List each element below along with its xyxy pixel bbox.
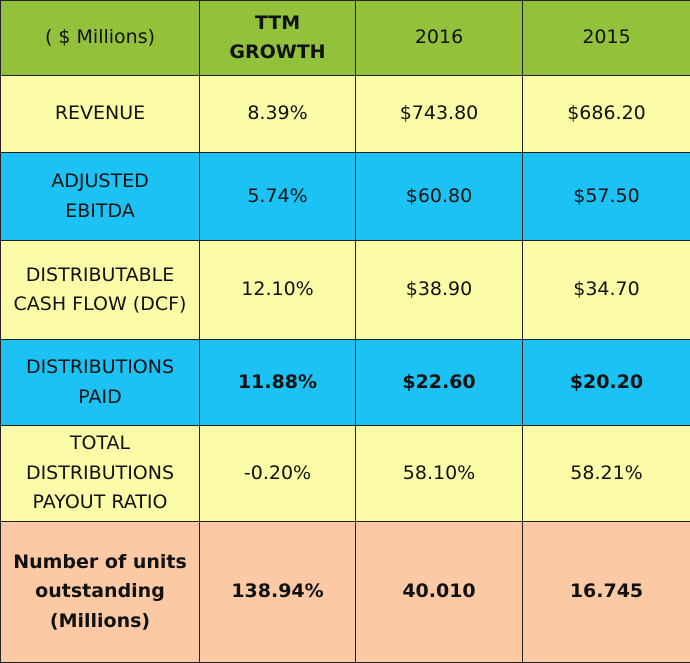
cell-2016: $38.90	[356, 241, 523, 340]
row-label: DISTRIBUTABLE CASH FLOW (DCF)	[1, 241, 200, 340]
cell-2015: $686.20	[523, 76, 690, 153]
row-label: REVENUE	[1, 76, 200, 153]
cell-2016: 40.010	[356, 522, 523, 663]
row-label: Number of units outstanding (Millions)	[1, 522, 200, 663]
row-units-outstanding: Number of units outstanding (Millions) 1…	[1, 522, 690, 663]
header-2016: 2016	[356, 1, 523, 76]
cell-2015: 16.745	[523, 522, 690, 663]
row-label-line: PAID	[3, 383, 197, 412]
row-adjusted-ebitda: ADJUSTED EBITDA 5.74% $60.80 $57.50	[1, 153, 690, 241]
cell-ttm-growth: -0.20%	[200, 426, 356, 522]
cell-2016: $60.80	[356, 153, 523, 241]
row-total-distributions-payout-ratio: TOTAL DISTRIBUTIONS PAYOUT RATIO -0.20% …	[1, 426, 690, 522]
row-label: ADJUSTED EBITDA	[1, 153, 200, 241]
cell-ttm-growth: 5.74%	[200, 153, 356, 241]
row-label-line: outstanding	[3, 577, 197, 606]
cell-ttm-growth: 8.39%	[200, 76, 356, 153]
row-label: TOTAL DISTRIBUTIONS PAYOUT RATIO	[1, 426, 200, 522]
cell-ttm-growth: 138.94%	[200, 522, 356, 663]
header-ttm-line2: GROWTH	[202, 38, 353, 67]
cell-2015: $20.20	[523, 340, 690, 426]
row-label-line: DISTRIBUTIONS	[3, 459, 197, 488]
cell-ttm-growth: 12.10%	[200, 241, 356, 340]
row-label-line: Number of units	[3, 548, 197, 577]
cell-2015: $34.70	[523, 241, 690, 340]
row-label-line: CASH FLOW (DCF)	[3, 290, 197, 319]
row-label-line: DISTRIBUTABLE	[3, 261, 197, 290]
header-row: ( $ Millions) TTM GROWTH 2016 2015	[1, 1, 690, 76]
row-distributions-paid: DISTRIBUTIONS PAID 11.88% $22.60 $20.20	[1, 340, 690, 426]
row-label-line: (Millions)	[3, 607, 197, 636]
cell-2016: 58.10%	[356, 426, 523, 522]
row-label-line: ADJUSTED	[3, 167, 197, 196]
row-label-line: TOTAL	[3, 429, 197, 458]
header-units: ( $ Millions)	[1, 1, 200, 76]
row-label-line: DISTRIBUTIONS	[3, 353, 197, 382]
header-2015: 2015	[523, 1, 690, 76]
row-label-line: REVENUE	[3, 99, 197, 128]
row-label-line: PAYOUT RATIO	[3, 488, 197, 517]
cell-2016: $743.80	[356, 76, 523, 153]
header-ttm-growth: TTM GROWTH	[200, 1, 356, 76]
cell-ttm-growth: 11.88%	[200, 340, 356, 426]
cell-2015: 58.21%	[523, 426, 690, 522]
header-ttm-line1: TTM	[202, 9, 353, 38]
row-distributable-cash-flow: DISTRIBUTABLE CASH FLOW (DCF) 12.10% $38…	[1, 241, 690, 340]
cell-2015: $57.50	[523, 153, 690, 241]
cell-2016: $22.60	[356, 340, 523, 426]
row-revenue: REVENUE 8.39% $743.80 $686.20	[1, 76, 690, 153]
row-label-line: EBITDA	[3, 197, 197, 226]
row-label: DISTRIBUTIONS PAID	[1, 340, 200, 426]
